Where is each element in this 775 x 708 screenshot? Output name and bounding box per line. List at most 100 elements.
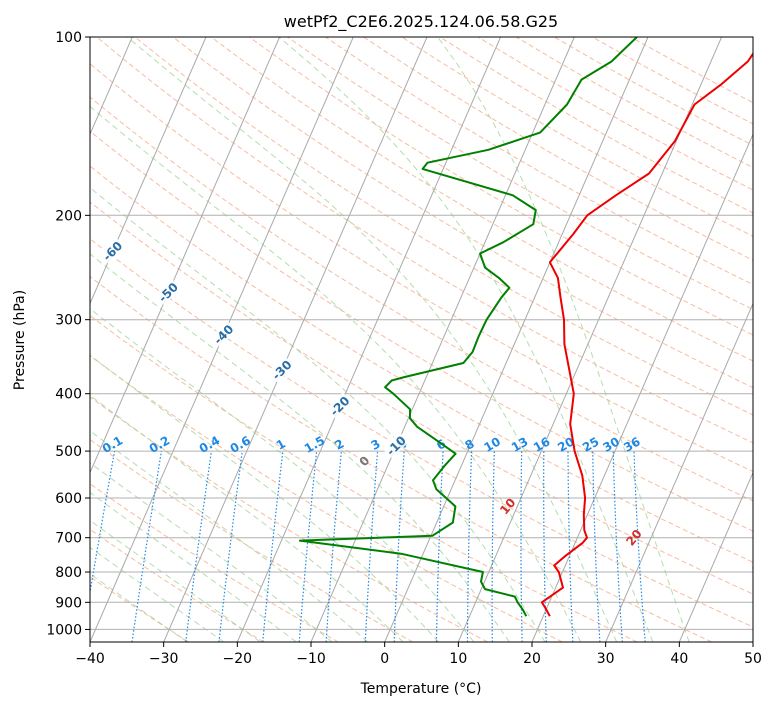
mixing-ratio-label: 36	[621, 434, 642, 454]
mixing-ratio-label: 1.5	[302, 433, 327, 456]
isotherm-line	[752, 640, 753, 642]
x-tick-label: −20	[223, 651, 253, 667]
mixing-ratio-line	[364, 451, 379, 642]
isotherm-line	[236, 37, 502, 642]
profile-lines	[298, 37, 753, 617]
isotherm-label: -30	[269, 358, 294, 383]
mixing-ratio-label: 3	[368, 436, 382, 452]
moist-adiabat-line	[90, 253, 510, 642]
dry-adiabat-label: 20	[623, 527, 644, 549]
dry-adiabat-line	[90, 483, 339, 642]
x-tick-label: 30	[597, 651, 615, 667]
mixing-ratio-line	[298, 451, 318, 642]
moist-adiabat-line	[437, 37, 690, 642]
isotherm-line	[384, 37, 649, 642]
isotherm-line	[90, 37, 207, 305]
dry-adiabat-line	[325, 37, 753, 286]
moist-adiabat-line	[90, 430, 369, 642]
mixing-ratio-label: 0.6	[228, 433, 253, 456]
dry-adiabat-line	[134, 37, 753, 416]
mixing-ratio-label: 0.4	[197, 433, 222, 456]
isotherm-label: -10	[384, 433, 409, 458]
isotherm-label-bg	[154, 278, 182, 306]
mixing-ratio-label: 30	[600, 434, 621, 454]
x-tick-label: −10	[296, 651, 326, 667]
mixing-ratio-label: 8	[462, 436, 476, 452]
y-tick-label: 600	[55, 491, 82, 507]
dewpoint-profile-line	[298, 37, 638, 617]
mixing-ratio-line	[567, 451, 574, 642]
isotherm-label: -40	[211, 322, 236, 347]
moist-adiabat-line	[90, 491, 297, 642]
dry-adiabat-line	[210, 37, 753, 362]
moist-adiabat-line	[278, 37, 654, 642]
mixing-ratio-line	[185, 451, 213, 642]
y-tick-label: 400	[55, 387, 82, 403]
moist-adiabat-line	[90, 394, 404, 642]
mixing-ratio-line	[325, 451, 342, 642]
isotherm-label: -80	[0, 145, 19, 170]
moist-adiabat-line	[90, 519, 261, 642]
mixing-ratio-line	[633, 451, 646, 642]
dry-adiabat-line	[90, 238, 753, 628]
dry-adiabat-line	[90, 396, 488, 642]
dry-adiabat-line	[248, 37, 753, 336]
mixing-ratio-line	[218, 451, 243, 642]
y-axis: 100 200 300 400 500 600 700 800 900 1000	[46, 30, 90, 638]
y-tick-label: 200	[55, 208, 82, 224]
isotherm-label-bg	[267, 355, 295, 383]
mixing-ratio-line	[466, 451, 473, 642]
isotherm-label: -20	[327, 394, 352, 419]
mixing-ratio-line	[543, 451, 547, 642]
mixing-ratio-line	[592, 451, 601, 642]
x-tick-label: 40	[670, 651, 688, 667]
moist-adiabat-line	[90, 187, 546, 642]
y-tick-label: 500	[55, 444, 82, 460]
y-axis-title: Pressure (hPa)	[12, 290, 28, 390]
plot-frame	[89, 36, 754, 643]
isotherm-label-bg	[209, 320, 237, 348]
y-tick-label: 300	[55, 313, 82, 329]
moist-adiabat-line	[90, 308, 475, 642]
x-tick-label: −40	[75, 651, 105, 667]
chart-title: wetPf2_C2E6.2025.124.06.58.G25	[284, 12, 558, 32]
mixing-ratio-label: 2	[332, 436, 346, 452]
isotherm-line	[531, 132, 753, 642]
mixing-ratio-line	[520, 451, 523, 642]
isotherm-label-bg	[325, 392, 353, 419]
isotherm-label: -50	[156, 280, 181, 305]
dry-adiabat-line	[90, 355, 563, 642]
dry-adiabat-line	[90, 275, 712, 642]
dry-adiabat-line	[592, 37, 753, 125]
mixing-ratio-line	[612, 451, 623, 642]
background-lines	[0, 37, 753, 642]
x-tick-label: 50	[744, 651, 762, 667]
moist-adiabat-line	[90, 354, 439, 642]
mixing-ratio-label: 25	[580, 434, 601, 454]
mixing-ratio-line	[262, 451, 284, 642]
x-axis-title: Temperature (°C)	[360, 681, 482, 697]
dry-adiabat-line	[363, 37, 753, 261]
dry-adiabat-label: 30	[749, 555, 770, 577]
x-tick-label: −30	[149, 651, 179, 667]
dry-adiabat-line	[96, 37, 753, 444]
mixing-ratio-label: 10	[482, 434, 503, 454]
x-tick-label: 0	[380, 651, 389, 667]
isotherm-label-bg	[0, 144, 19, 171]
dry-adiabat-line	[439, 37, 753, 214]
isotherm-line	[0, 37, 59, 642]
isotherm-label-bg	[98, 237, 126, 265]
x-tick-label: 20	[523, 651, 541, 667]
dry-adiabat-line	[90, 314, 638, 642]
dry-adiabat-line	[287, 37, 753, 310]
mixing-ratio-line	[90, 450, 116, 597]
moist-adiabat-line	[90, 573, 188, 642]
dry-adiabat-line	[90, 165, 753, 563]
mixing-ratio-label: 16	[531, 434, 552, 454]
mixing-ratio-line	[131, 450, 163, 642]
isoline-labels: 0.10.20.40.611.52346810131620253036-100-…	[0, 144, 770, 577]
y-tick-label: 1000	[46, 622, 82, 638]
mixing-ratio-line	[435, 451, 444, 642]
y-tick-label: 100	[55, 30, 82, 46]
